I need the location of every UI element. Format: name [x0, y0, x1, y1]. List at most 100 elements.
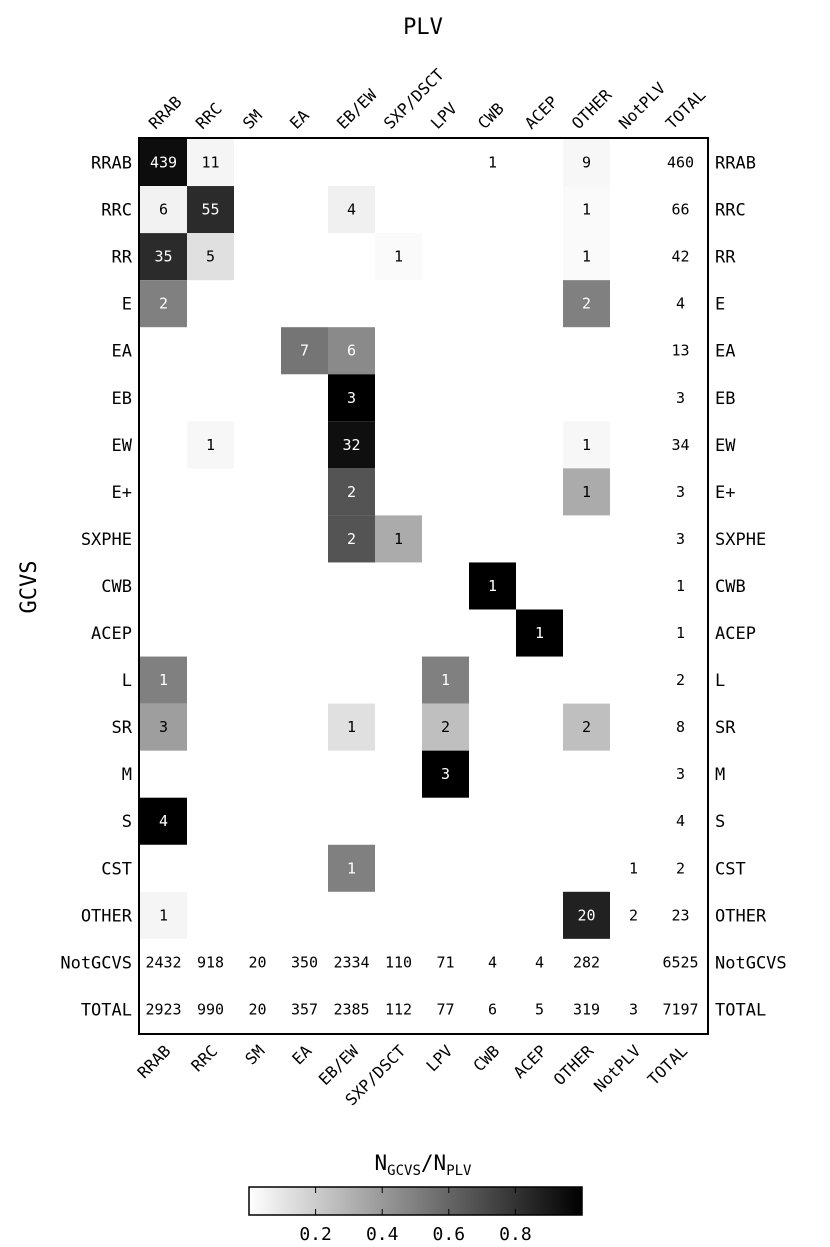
row-label-e: E — [122, 295, 132, 315]
column-label-top-lpv: LPV — [427, 99, 461, 133]
column-label-bottom-rrab: RRAB — [134, 1041, 175, 1082]
heatmap-cell — [328, 515, 375, 563]
column-label-top-rrab: RRAB — [145, 92, 186, 133]
cell-value-label: 4 — [347, 201, 356, 219]
heatmap-cell — [328, 844, 375, 892]
heatmap-cell — [375, 515, 422, 563]
row-label-cwb: CWB — [101, 577, 132, 597]
cell-value-label: 32 — [342, 436, 360, 454]
row-label-other: OTHER — [81, 906, 133, 926]
cell-value-label: 918 — [197, 953, 224, 971]
heatmap-cell — [375, 233, 422, 281]
row-label-l: L — [122, 671, 132, 691]
cell-value-label: 2432 — [145, 953, 181, 971]
cell-value-label: 1 — [535, 624, 544, 642]
cell-value-label: 9 — [582, 154, 591, 172]
cell-value-label: 7 — [300, 342, 309, 360]
cell-value-label: 1 — [582, 201, 591, 219]
column-label-top-acep: ACEP — [521, 92, 562, 133]
heatmap-cell — [422, 656, 469, 704]
chart-title: PLV — [403, 15, 443, 40]
row-label-right-cst: CST — [715, 859, 746, 879]
cell-value-label: 2 — [582, 295, 591, 313]
cell-value-label: 2334 — [333, 953, 369, 971]
cell-value-label: 1 — [347, 718, 356, 736]
cell-value-label: 1 — [676, 577, 685, 595]
row-label-right-cwb: CWB — [715, 577, 746, 597]
heatmap-cell — [563, 421, 610, 469]
row-label-right-ew: EW — [715, 436, 736, 456]
cell-value-label: 1 — [582, 436, 591, 454]
cell-value-label: 20 — [248, 1000, 266, 1018]
cell-value-label: 2923 — [145, 1000, 181, 1018]
row-label-right-m: M — [715, 765, 725, 785]
row-label-right-notgcvs: NotGCVS — [715, 953, 787, 973]
cell-value-label: 6 — [159, 201, 168, 219]
cell-value-label: 4 — [676, 295, 685, 313]
cell-value-label: 3 — [347, 389, 356, 407]
cell-value-label: 439 — [150, 154, 177, 172]
cell-value-label: 66 — [671, 201, 689, 219]
cell-value-label: 6525 — [662, 953, 698, 971]
row-label-right-rr: RR — [715, 248, 736, 268]
cell-value-label: 4 — [488, 953, 497, 971]
row-label-right-ea: EA — [715, 342, 735, 362]
cell-value-label: 319 — [573, 1000, 600, 1018]
cell-value-label: 110 — [385, 953, 412, 971]
colorbar-tick-label: 0.2 — [299, 1224, 332, 1245]
cell-value-label: 55 — [201, 201, 219, 219]
heatmap-cell — [140, 139, 187, 187]
cell-value-label: 4 — [676, 812, 685, 830]
cell-value-label: 1 — [441, 671, 450, 689]
heatmap-cell — [281, 327, 328, 375]
row-label-e: E+ — [112, 483, 132, 503]
cell-value-label: 20 — [248, 953, 266, 971]
heatmap-cell — [140, 656, 187, 704]
cell-value-label: 2385 — [333, 1000, 369, 1018]
cell-value-label: 282 — [573, 953, 600, 971]
column-label-bottom-lpv: LPV — [422, 1041, 456, 1075]
cell-value-label: 20 — [577, 906, 595, 924]
row-label-right-other: OTHER — [715, 906, 767, 926]
heatmap-cell — [140, 891, 187, 939]
cell-value-label: 3 — [676, 483, 685, 501]
cell-value-label: 7197 — [662, 1000, 698, 1018]
colorbar-tick-label: 0.4 — [366, 1224, 399, 1245]
cell-value-label: 6 — [347, 342, 356, 360]
cell-value-label: 3 — [629, 1000, 638, 1018]
heatmap-cell — [140, 703, 187, 751]
cell-value-label: 1 — [582, 248, 591, 266]
row-label-sxphe: SXPHE — [81, 530, 132, 550]
cell-value-label: 3 — [159, 718, 168, 736]
plot-frame — [138, 137, 709, 1035]
cell-value-label: 1 — [676, 624, 685, 642]
cell-value-label: 2 — [347, 483, 356, 501]
heatmap-cell — [140, 233, 187, 281]
heatmap-cell — [328, 421, 375, 469]
cell-value-label: 2 — [441, 718, 450, 736]
column-label-top-eb-ew: EB/EW — [333, 85, 381, 133]
cell-value-label: 3 — [676, 765, 685, 783]
cell-value-label: 1 — [159, 906, 168, 924]
cell-value-label: 5 — [206, 248, 215, 266]
row-label-right-l: L — [715, 671, 725, 691]
row-label-m: M — [122, 765, 132, 785]
cell-value-label: 4 — [535, 953, 544, 971]
cell-value-label: 1 — [394, 248, 403, 266]
heatmap-cell — [563, 280, 610, 328]
heatmap-cells — [140, 139, 610, 939]
column-label-top-sm: SM — [239, 106, 266, 133]
row-label-sr: SR — [112, 718, 133, 738]
cell-value-label: 23 — [671, 906, 689, 924]
colorbar-tick-label: 0.6 — [433, 1224, 466, 1245]
colorbar-ticks: 0.2 0.4 0.6 0.8 — [299, 1187, 532, 1245]
heatmap-cell — [187, 139, 234, 187]
row-label-right-s: S — [715, 812, 725, 832]
cell-value-label: 3 — [441, 765, 450, 783]
cell-value-label: 112 — [385, 1000, 412, 1018]
row-label-right-e: E+ — [715, 483, 735, 503]
cell-value-label: 2 — [582, 718, 591, 736]
